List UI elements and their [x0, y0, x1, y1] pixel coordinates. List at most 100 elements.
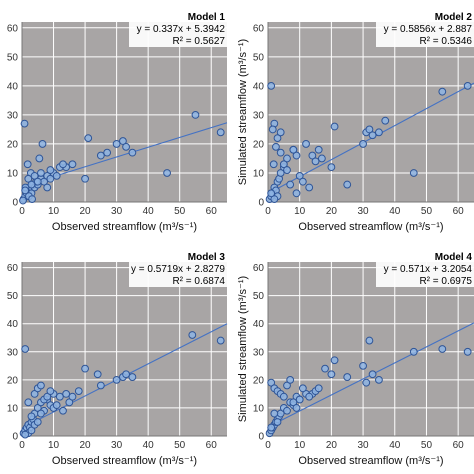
- data-point: [368, 131, 377, 140]
- y-tick-label: 0: [12, 432, 18, 443]
- data-point: [286, 180, 295, 189]
- data-point: [365, 125, 374, 134]
- data-point: [59, 160, 67, 169]
- y-tick-label: 40: [253, 81, 265, 92]
- y-tick-label: 60: [7, 263, 19, 274]
- data-point: [27, 180, 36, 189]
- x-axis-title: Observed streamflow (m³/s⁻¹): [298, 455, 443, 467]
- data-point: [273, 134, 282, 143]
- data-point: [62, 390, 71, 398]
- data-point: [112, 375, 121, 384]
- y-tick-label: 20: [7, 139, 19, 150]
- data-point: [308, 151, 317, 160]
- panel-1: 0 10 20 30 40 50 60 0 10 20 30 40 50 60 Model 1y = 0.3…: [7, 9, 229, 233]
- y-tick-label: 60: [253, 263, 265, 274]
- data-point: [268, 125, 277, 134]
- data-point: [359, 140, 367, 148]
- data-point: [276, 169, 285, 177]
- x-tick-label: 50: [421, 206, 433, 217]
- regression-equation: y = 0.571x + 3.2054: [384, 264, 473, 275]
- r-squared: R² = 0.5627: [172, 36, 225, 47]
- y-tick-label: 10: [253, 168, 265, 179]
- x-tick-label: 10: [294, 440, 306, 451]
- data-point: [272, 142, 280, 151]
- data-point: [52, 171, 61, 180]
- panel-4: 0 10 20 30 40 50 60 0 10 20 30 40 50 60 Model 4y = 0.5…: [237, 249, 474, 467]
- data-point: [365, 336, 374, 345]
- data-point: [27, 412, 36, 421]
- y-axis-title: Simulated streamflow (m³/s⁻¹): [237, 39, 249, 185]
- data-point: [24, 398, 33, 407]
- plot-area: [268, 22, 474, 202]
- x-axis-title: Observed streamflow (m³/s⁻¹): [52, 221, 197, 233]
- data-point: [289, 145, 298, 154]
- data-point: [37, 381, 45, 390]
- data-point: [119, 137, 127, 145]
- data-point: [283, 406, 291, 415]
- data-point: [46, 174, 55, 183]
- x-tick-label: 60: [453, 440, 465, 451]
- data-point: [276, 128, 285, 137]
- y-tick-label: 10: [7, 168, 19, 179]
- y-tick-label: 10: [253, 403, 265, 414]
- data-point: [19, 196, 27, 205]
- regression-equation: y = 0.337x + 5.3942: [137, 24, 226, 35]
- x-axis-title: Observed streamflow (m³/s⁻¹): [298, 221, 443, 233]
- model-title: Model 4: [435, 252, 473, 263]
- data-point: [343, 373, 352, 381]
- data-point: [283, 154, 291, 163]
- model-title: Model 2: [435, 12, 473, 23]
- data-point: [21, 186, 30, 195]
- data-point: [292, 151, 301, 160]
- data-point: [327, 163, 336, 172]
- x-tick-label: 0: [265, 440, 271, 451]
- data-point: [273, 418, 282, 426]
- y-tick-label: 10: [7, 403, 19, 414]
- x-tick-label: 60: [206, 440, 218, 451]
- x-tick-label: 60: [206, 206, 218, 217]
- x-tick-label: 40: [143, 440, 155, 451]
- data-point: [93, 370, 102, 379]
- data-point: [330, 356, 339, 365]
- data-point: [279, 392, 288, 401]
- data-point: [68, 160, 77, 169]
- data-point: [463, 347, 472, 356]
- x-tick-label: 40: [143, 206, 155, 217]
- data-point: [46, 387, 55, 395]
- data-point: [33, 418, 42, 426]
- data-point: [327, 370, 336, 379]
- data-point: [438, 345, 447, 353]
- data-point: [317, 154, 326, 163]
- data-point: [305, 392, 314, 401]
- data-point: [23, 160, 32, 169]
- data-point: [302, 140, 310, 148]
- data-point: [267, 81, 276, 90]
- x-tick-label: 30: [358, 440, 370, 451]
- panel-3: 0 10 20 30 40 50 60 0 10 20 30 40 50 60 Model 3y = 0.5…: [7, 249, 229, 467]
- x-tick-label: 0: [19, 206, 25, 217]
- y-axis-title: Simulated streamflow (m³/s⁻¹): [237, 276, 249, 422]
- model-title: Model 3: [188, 252, 226, 263]
- y-tick-label: 20: [253, 375, 265, 386]
- data-point: [43, 183, 52, 192]
- y-tick-label: 60: [253, 23, 265, 34]
- data-point: [279, 160, 288, 169]
- data-point: [270, 409, 279, 418]
- y-tick-label: 20: [253, 139, 265, 150]
- data-point: [37, 169, 45, 177]
- data-point: [292, 404, 301, 412]
- data-point: [38, 140, 47, 148]
- panel-2: 0 10 20 30 40 50 60 0 10 20 30 40 50 60 Model 2y = 0.5…: [237, 9, 474, 233]
- data-point: [81, 364, 89, 373]
- data-point: [216, 128, 225, 137]
- x-tick-label: 10: [48, 206, 60, 217]
- y-tick-label: 50: [253, 52, 265, 63]
- data-point: [330, 122, 339, 131]
- data-point: [368, 370, 377, 379]
- data-point: [37, 409, 45, 418]
- annotation-box: [129, 9, 229, 47]
- regression-equation: y = 0.5719x + 2.8279: [131, 264, 225, 275]
- x-tick-label: 20: [80, 440, 92, 451]
- data-point: [20, 119, 29, 128]
